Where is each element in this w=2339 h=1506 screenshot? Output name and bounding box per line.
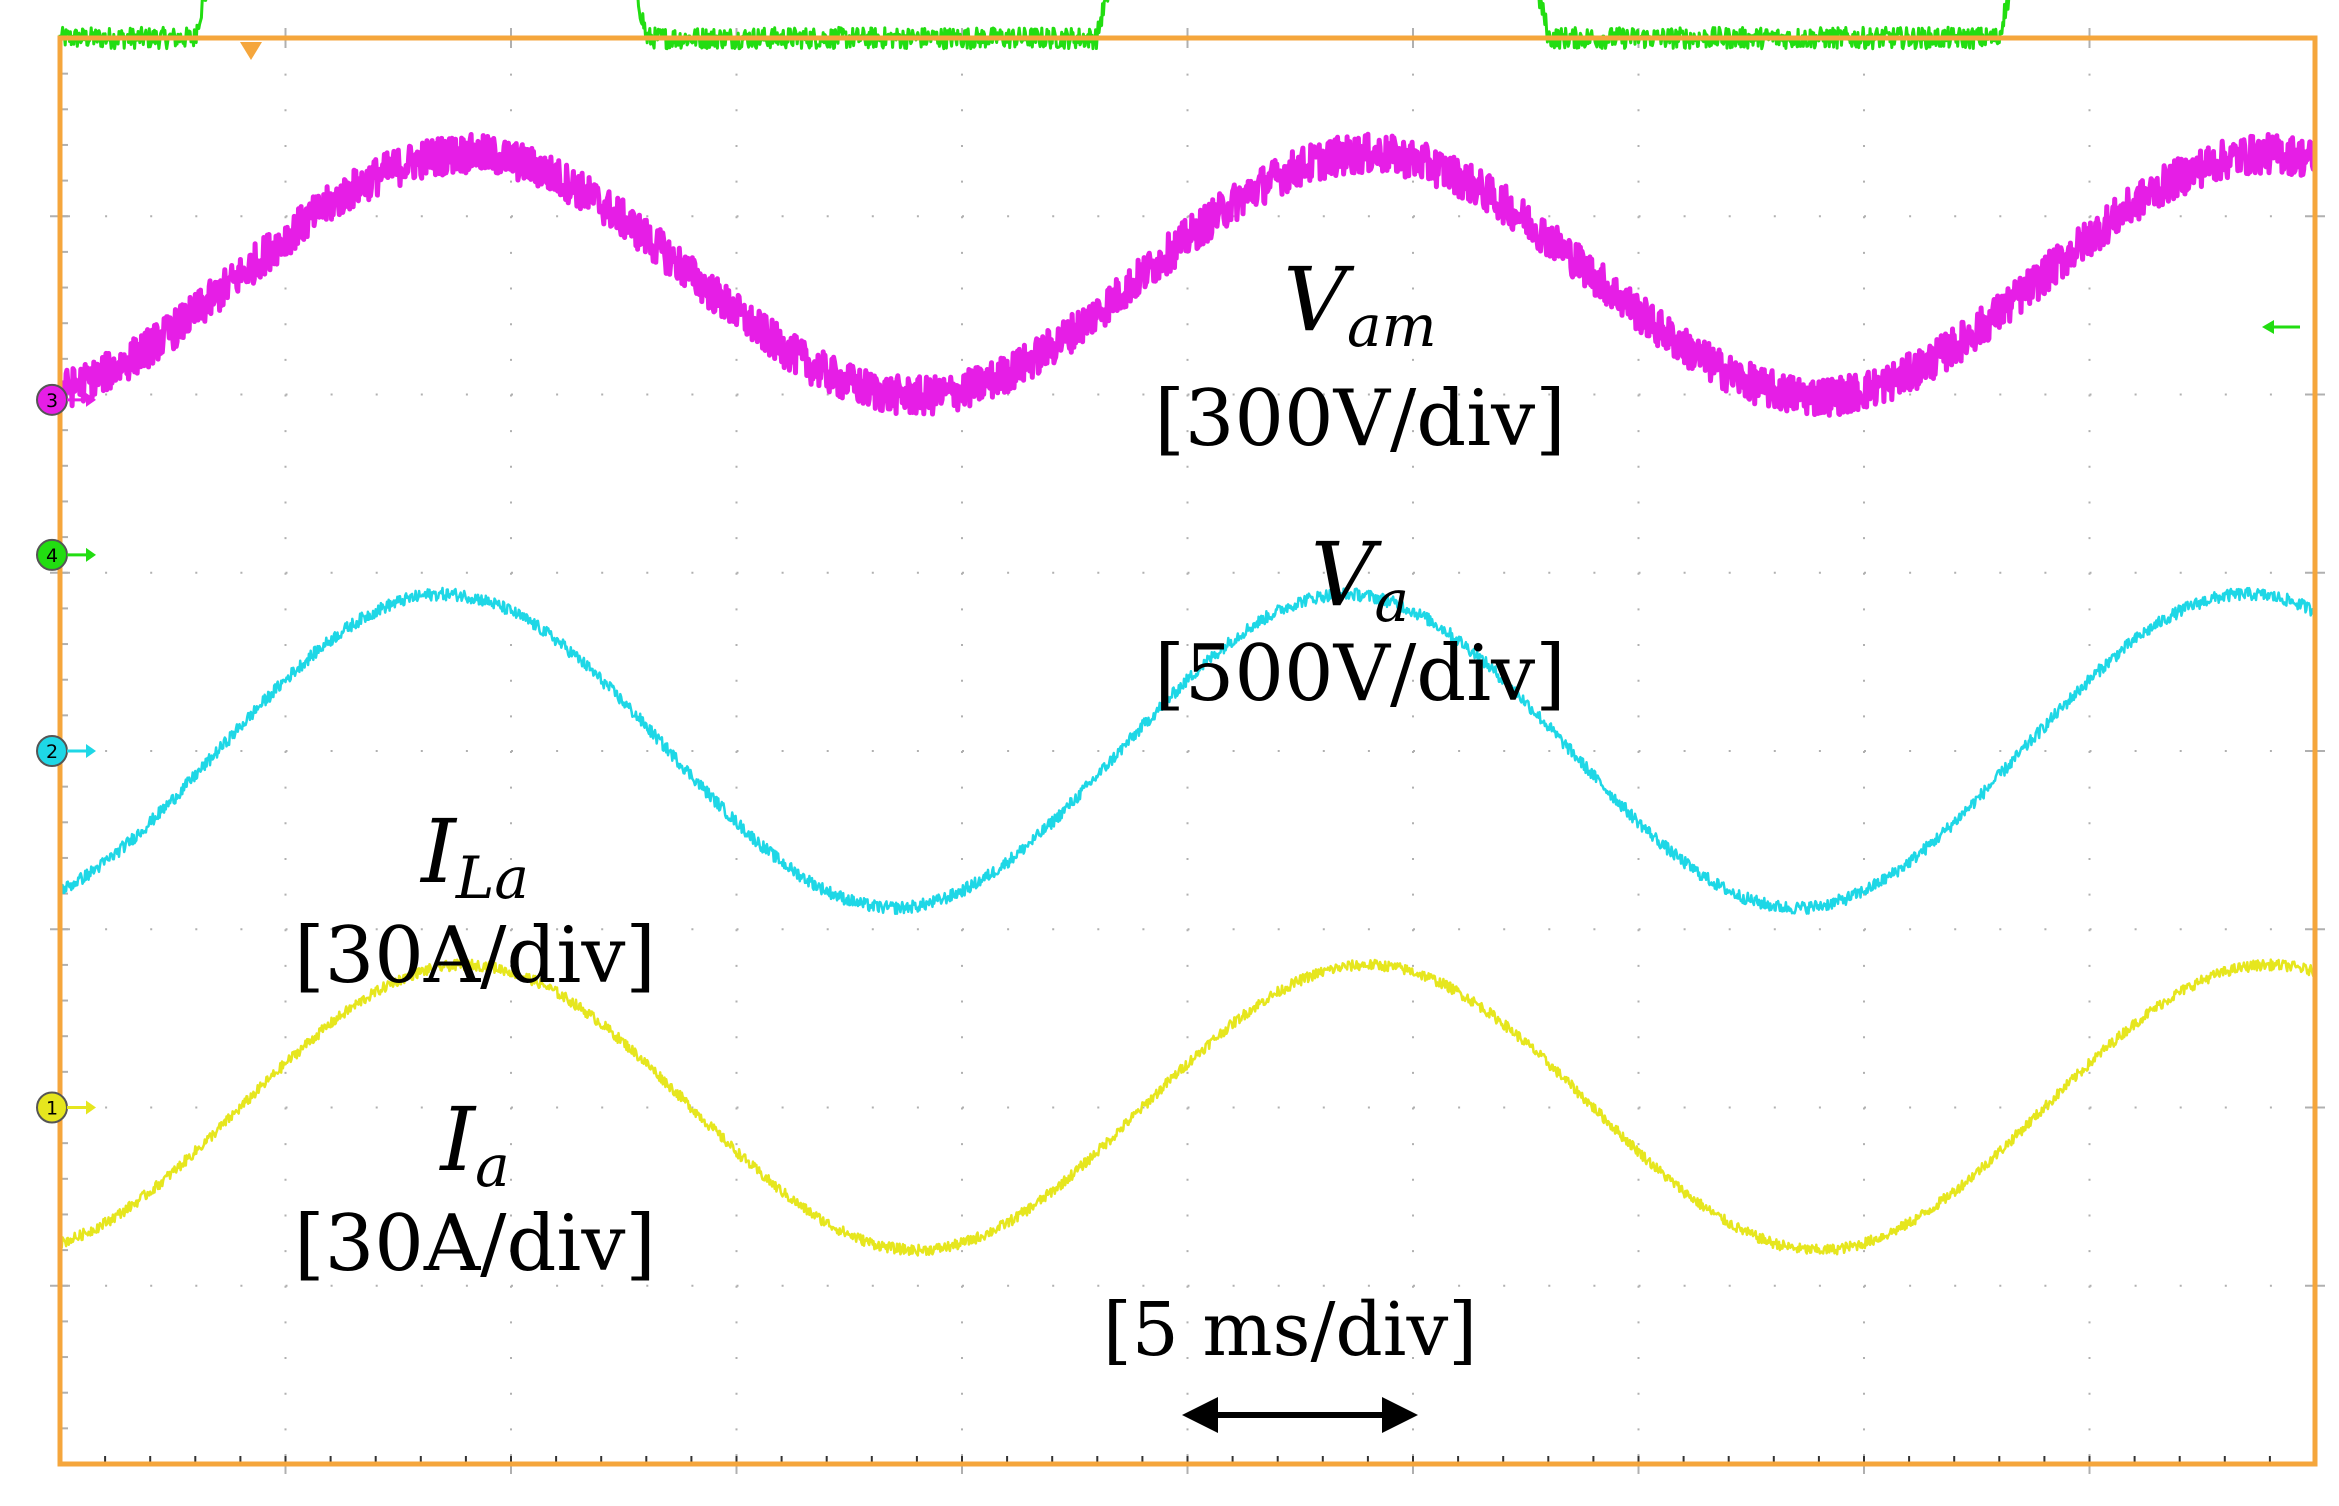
label-I_La: ILa[30A/div] [294, 800, 656, 1001]
trace-V_am [58, 0, 2011, 51]
label-symbol: Ia [438, 1088, 509, 1200]
label-I_a: Ia[30A/div] [294, 1088, 656, 1289]
label-symbol: Va [1311, 523, 1409, 635]
label-V_a: Va[500V/div] [1154, 523, 1565, 719]
label-V_am: Vam [300V/div] [1154, 248, 1565, 464]
trace-labels: Vam[300V/div]Va[500V/div]ILa[30A/div]Ia[… [294, 248, 1565, 1289]
trace-I_a [58, 958, 2317, 1257]
grid [50, 28, 2325, 1474]
channel-number: 1 [46, 1098, 58, 1120]
label-scale: [30A/div] [294, 911, 656, 1001]
traces [57, 0, 2318, 1257]
label-symbol: Vam [1283, 248, 1436, 360]
label-symbol: ILa [419, 800, 529, 912]
channel-marker-1: 1 [36, 1091, 96, 1124]
double-arrow-icon [1182, 1397, 1418, 1433]
channel-number: 2 [46, 741, 58, 763]
channel-marker-2: 2 [36, 735, 96, 767]
time-scale-label: [5 ms/div] [1103, 1287, 1477, 1373]
channel-marker-3: 3 [36, 383, 96, 416]
trace-V_a [57, 131, 2318, 418]
label-scale: [300V/div] [1154, 374, 1565, 464]
channel-marker-4: 4 [36, 538, 96, 571]
channel-number: 4 [46, 545, 58, 567]
trace-I_La [58, 586, 2316, 916]
channel-markers: 4 3 2 1 [36, 320, 2300, 1124]
time-scale-annotation: [5 ms/div] [1103, 1287, 1477, 1433]
channel-number: 3 [46, 390, 58, 412]
label-scale: [30A/div] [294, 1199, 656, 1289]
level-indicator-arrow [2262, 320, 2274, 334]
label-scale: [500V/div] [1154, 629, 1565, 719]
trigger-position-marker [240, 42, 262, 60]
